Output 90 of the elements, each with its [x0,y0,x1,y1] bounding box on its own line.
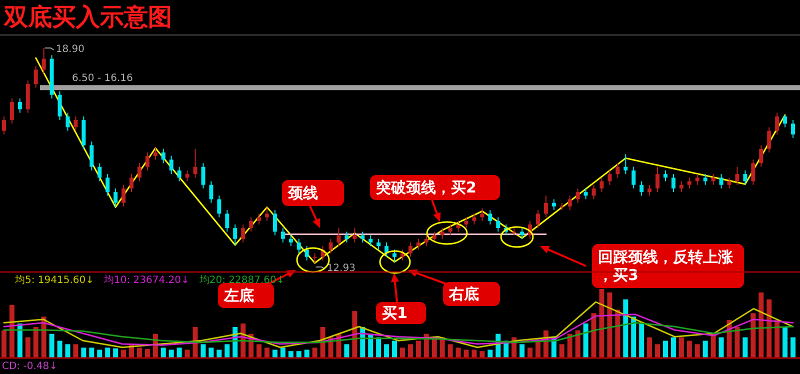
text: 均10: 23674.20↓ [103,274,190,286]
bar [416,340,421,358]
bar [710,334,716,358]
text: CD: -0.48↓ [2,361,58,372]
annotation: 6.50 - 16.16 [72,73,133,84]
bar [432,338,437,358]
bar [599,289,604,358]
bar [280,348,286,358]
bar [17,324,22,358]
bar [631,316,636,358]
bar [392,340,398,358]
bar [65,344,70,358]
bar [184,350,190,358]
bar [256,344,262,358]
bar [559,344,564,358]
bar [224,344,230,358]
bar [384,344,390,358]
annotation: 12.93 [326,263,356,274]
bar [168,350,174,358]
bar [272,350,278,358]
bar [734,326,740,358]
bar [57,340,62,358]
bar [480,351,485,358]
bar [73,344,78,358]
bar [408,344,413,358]
bar [216,350,222,358]
bar [607,292,612,358]
bar [472,350,477,358]
bar [639,324,644,358]
bar [176,348,182,358]
bar [591,313,596,358]
bar [615,310,620,358]
bar [448,344,453,358]
bar [623,299,628,358]
bar [456,348,461,358]
bar [97,350,102,358]
bar [344,344,350,358]
bar [670,337,676,358]
bar [647,337,652,358]
bar [790,337,796,358]
bar [750,313,756,358]
bar [488,350,493,358]
bar [200,344,206,358]
bar [304,350,310,358]
bar [49,334,54,358]
annotation: 右底 [448,285,479,303]
bar [9,304,14,358]
bar [136,348,142,358]
bar [528,348,533,358]
bar [567,334,572,358]
bar [662,340,668,358]
bar [758,292,764,358]
bar [694,344,700,358]
bar [774,320,780,358]
bar [288,351,294,358]
bar [25,337,30,358]
bar [464,350,469,358]
bar [400,348,405,358]
bar [296,351,302,358]
annotation: 买1 [382,304,408,322]
annotation: 突破颈线，买2 [375,178,476,196]
bar [89,348,94,358]
bar [113,348,118,358]
bar [264,348,270,358]
annotation: 颈线 [287,184,318,202]
chart-title: 双底买入示意图 [3,3,172,31]
annotation: 左底 [223,286,254,304]
bar [718,337,724,358]
bar [655,344,660,358]
bar [121,350,126,358]
bar [144,349,150,358]
bar [520,344,525,358]
bar [81,348,86,358]
bar [782,326,788,358]
bar [686,340,692,358]
bar [766,299,772,358]
annotation: 18.90 [56,44,84,55]
bar [1,330,6,358]
bar [583,324,588,358]
text: 均5: 19415.60↓ [14,274,94,286]
bar [575,330,580,358]
bar [702,340,708,358]
bar [208,348,214,358]
bar [535,340,540,358]
bar [105,348,110,358]
bar [160,348,166,358]
bar [742,337,748,358]
bar [33,326,38,358]
bar [678,337,684,358]
bar [312,348,318,358]
